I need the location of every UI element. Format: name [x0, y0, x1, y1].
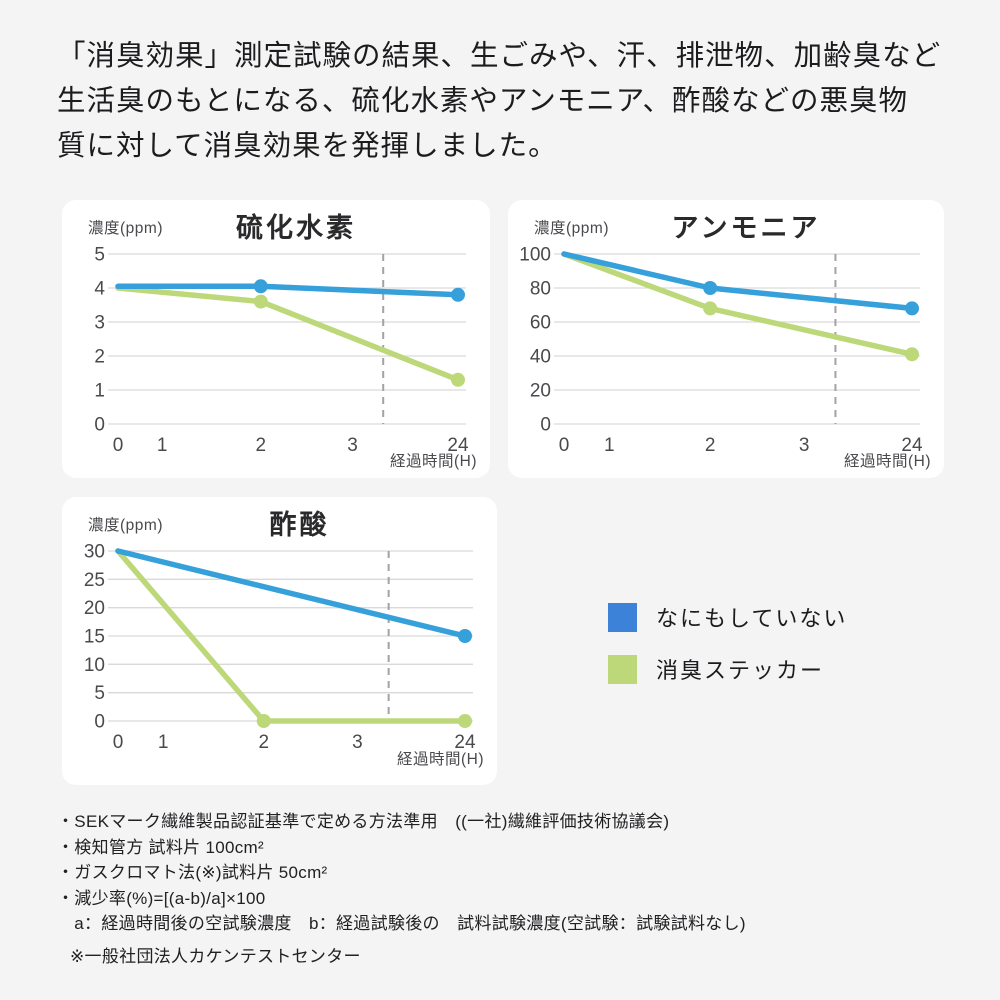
svg-text:24: 24 — [454, 732, 476, 753]
svg-text:60: 60 — [530, 313, 551, 334]
chart-title: アンモニア — [671, 213, 821, 243]
x-axis-label: 経過時間(H) — [389, 453, 477, 470]
svg-text:2: 2 — [256, 435, 267, 456]
chart-plot: 0 5 10 15 20 25 30 0 1 2 3 24 — [84, 542, 476, 753]
svg-text:10: 10 — [84, 655, 105, 676]
svg-text:2: 2 — [705, 435, 716, 456]
svg-text:0: 0 — [113, 732, 124, 753]
svg-text:15: 15 — [84, 627, 105, 648]
svg-text:2: 2 — [258, 732, 269, 753]
svg-text:3: 3 — [347, 435, 358, 456]
footnote-line: ・減少率(%)=[(a-b)/a]×100 — [57, 888, 266, 908]
footnote-line: ・ガスクロマト法(※)試料片 50cm² — [57, 863, 328, 882]
svg-text:20: 20 — [530, 381, 551, 402]
svg-text:1: 1 — [604, 435, 615, 456]
legend-swatch-blue — [608, 602, 637, 632]
svg-text:0: 0 — [559, 435, 570, 456]
chart-plot: 0 20 40 60 80 100 0 1 2 3 24 — [519, 245, 923, 456]
svg-text:100: 100 — [519, 245, 551, 266]
svg-text:4: 4 — [94, 279, 105, 300]
legend-swatch-green — [608, 654, 637, 684]
svg-text:5: 5 — [94, 683, 105, 704]
svg-text:1: 1 — [158, 732, 169, 753]
chart-card-hydrogen-sulfide: 濃度(ppm) 硫化水素 0 1 2 3 4 5 0 1 2 3 24 経過時間(H) — [62, 200, 490, 478]
chart-title: 酢酸 — [269, 510, 330, 540]
svg-text:1: 1 — [157, 435, 168, 456]
chart-title: 硫化水素 — [236, 213, 356, 243]
svg-text:1: 1 — [94, 381, 105, 402]
svg-text:5: 5 — [94, 245, 105, 266]
x-axis-label: 経過時間(H) — [396, 751, 484, 768]
svg-text:24: 24 — [447, 435, 469, 456]
legend-item: なにもしていない — [608, 601, 847, 633]
source-note: ※一般社団法人カケンテストセンター — [70, 947, 361, 966]
y-axis-label: 濃度(ppm) — [88, 517, 163, 534]
legend-item-label: 消臭ステッカー — [656, 658, 825, 683]
svg-text:3: 3 — [94, 313, 105, 334]
chart-card-acetic-acid: 濃度(ppm) 酢酸 0 5 10 15 20 25 30 0 1 2 3 24 経過時間(H) — [62, 497, 497, 785]
svg-text:0: 0 — [540, 415, 551, 436]
svg-text:30: 30 — [84, 542, 105, 563]
y-axis-label: 濃度(ppm) — [88, 220, 163, 237]
footnote-line: ・検知管方 試料片 100cm² — [57, 837, 264, 857]
svg-text:3: 3 — [352, 732, 363, 753]
svg-text:40: 40 — [530, 347, 551, 368]
legend: なにもしていない 消臭ステッカー — [608, 601, 847, 705]
svg-text:3: 3 — [799, 435, 810, 456]
y-axis-label: 濃度(ppm) — [534, 220, 609, 237]
chart-card-ammonia: 濃度(ppm) アンモニア 0 20 40 60 80 100 0 1 2 3 24 経過時間(H) — [508, 200, 944, 478]
svg-text:80: 80 — [530, 279, 551, 300]
legend-item: 消臭ステッカー — [608, 653, 847, 685]
svg-text:24: 24 — [901, 435, 923, 456]
page-title: 「消臭効果」測定試験の結果、生ごみや、汗、排泄物、加齢臭など 生活臭のもとになる… — [57, 34, 941, 169]
x-axis-label: 経過時間(H) — [843, 453, 931, 470]
page-title-line: 質に対して消臭効果を発揮しました。 — [57, 130, 558, 162]
svg-text:25: 25 — [84, 570, 105, 591]
svg-text:0: 0 — [113, 435, 124, 456]
svg-text:0: 0 — [94, 712, 105, 733]
page-title-line: 「消臭効果」測定試験の結果、生ごみや、汗、排泄物、加齢臭など — [57, 40, 942, 72]
footnote-line: ・SEKマーク繊維製品認証基準で定める方法準用 ((一社)繊維評価技術協議会) — [57, 812, 670, 831]
svg-text:0: 0 — [94, 415, 105, 436]
page-title-line: 生活臭のもとになる、硫化水素やアンモニア、酢酸などの悪臭物 — [57, 85, 908, 117]
legend-item-label: なにもしていない — [656, 606, 848, 631]
svg-text:2: 2 — [94, 347, 105, 368]
footnote-line: a：経過時間後の空試験濃度 b：経過試験後の 試料試験濃度(空試験：試験試料なし… — [57, 914, 746, 933]
footnotes: ・SEKマーク繊維製品認証基準で定める方法準用 ((一社)繊維評価技術協議会) … — [57, 809, 746, 937]
svg-text:20: 20 — [84, 598, 105, 619]
chart-plot: 0 1 2 3 4 5 0 1 2 3 24 — [94, 245, 469, 456]
